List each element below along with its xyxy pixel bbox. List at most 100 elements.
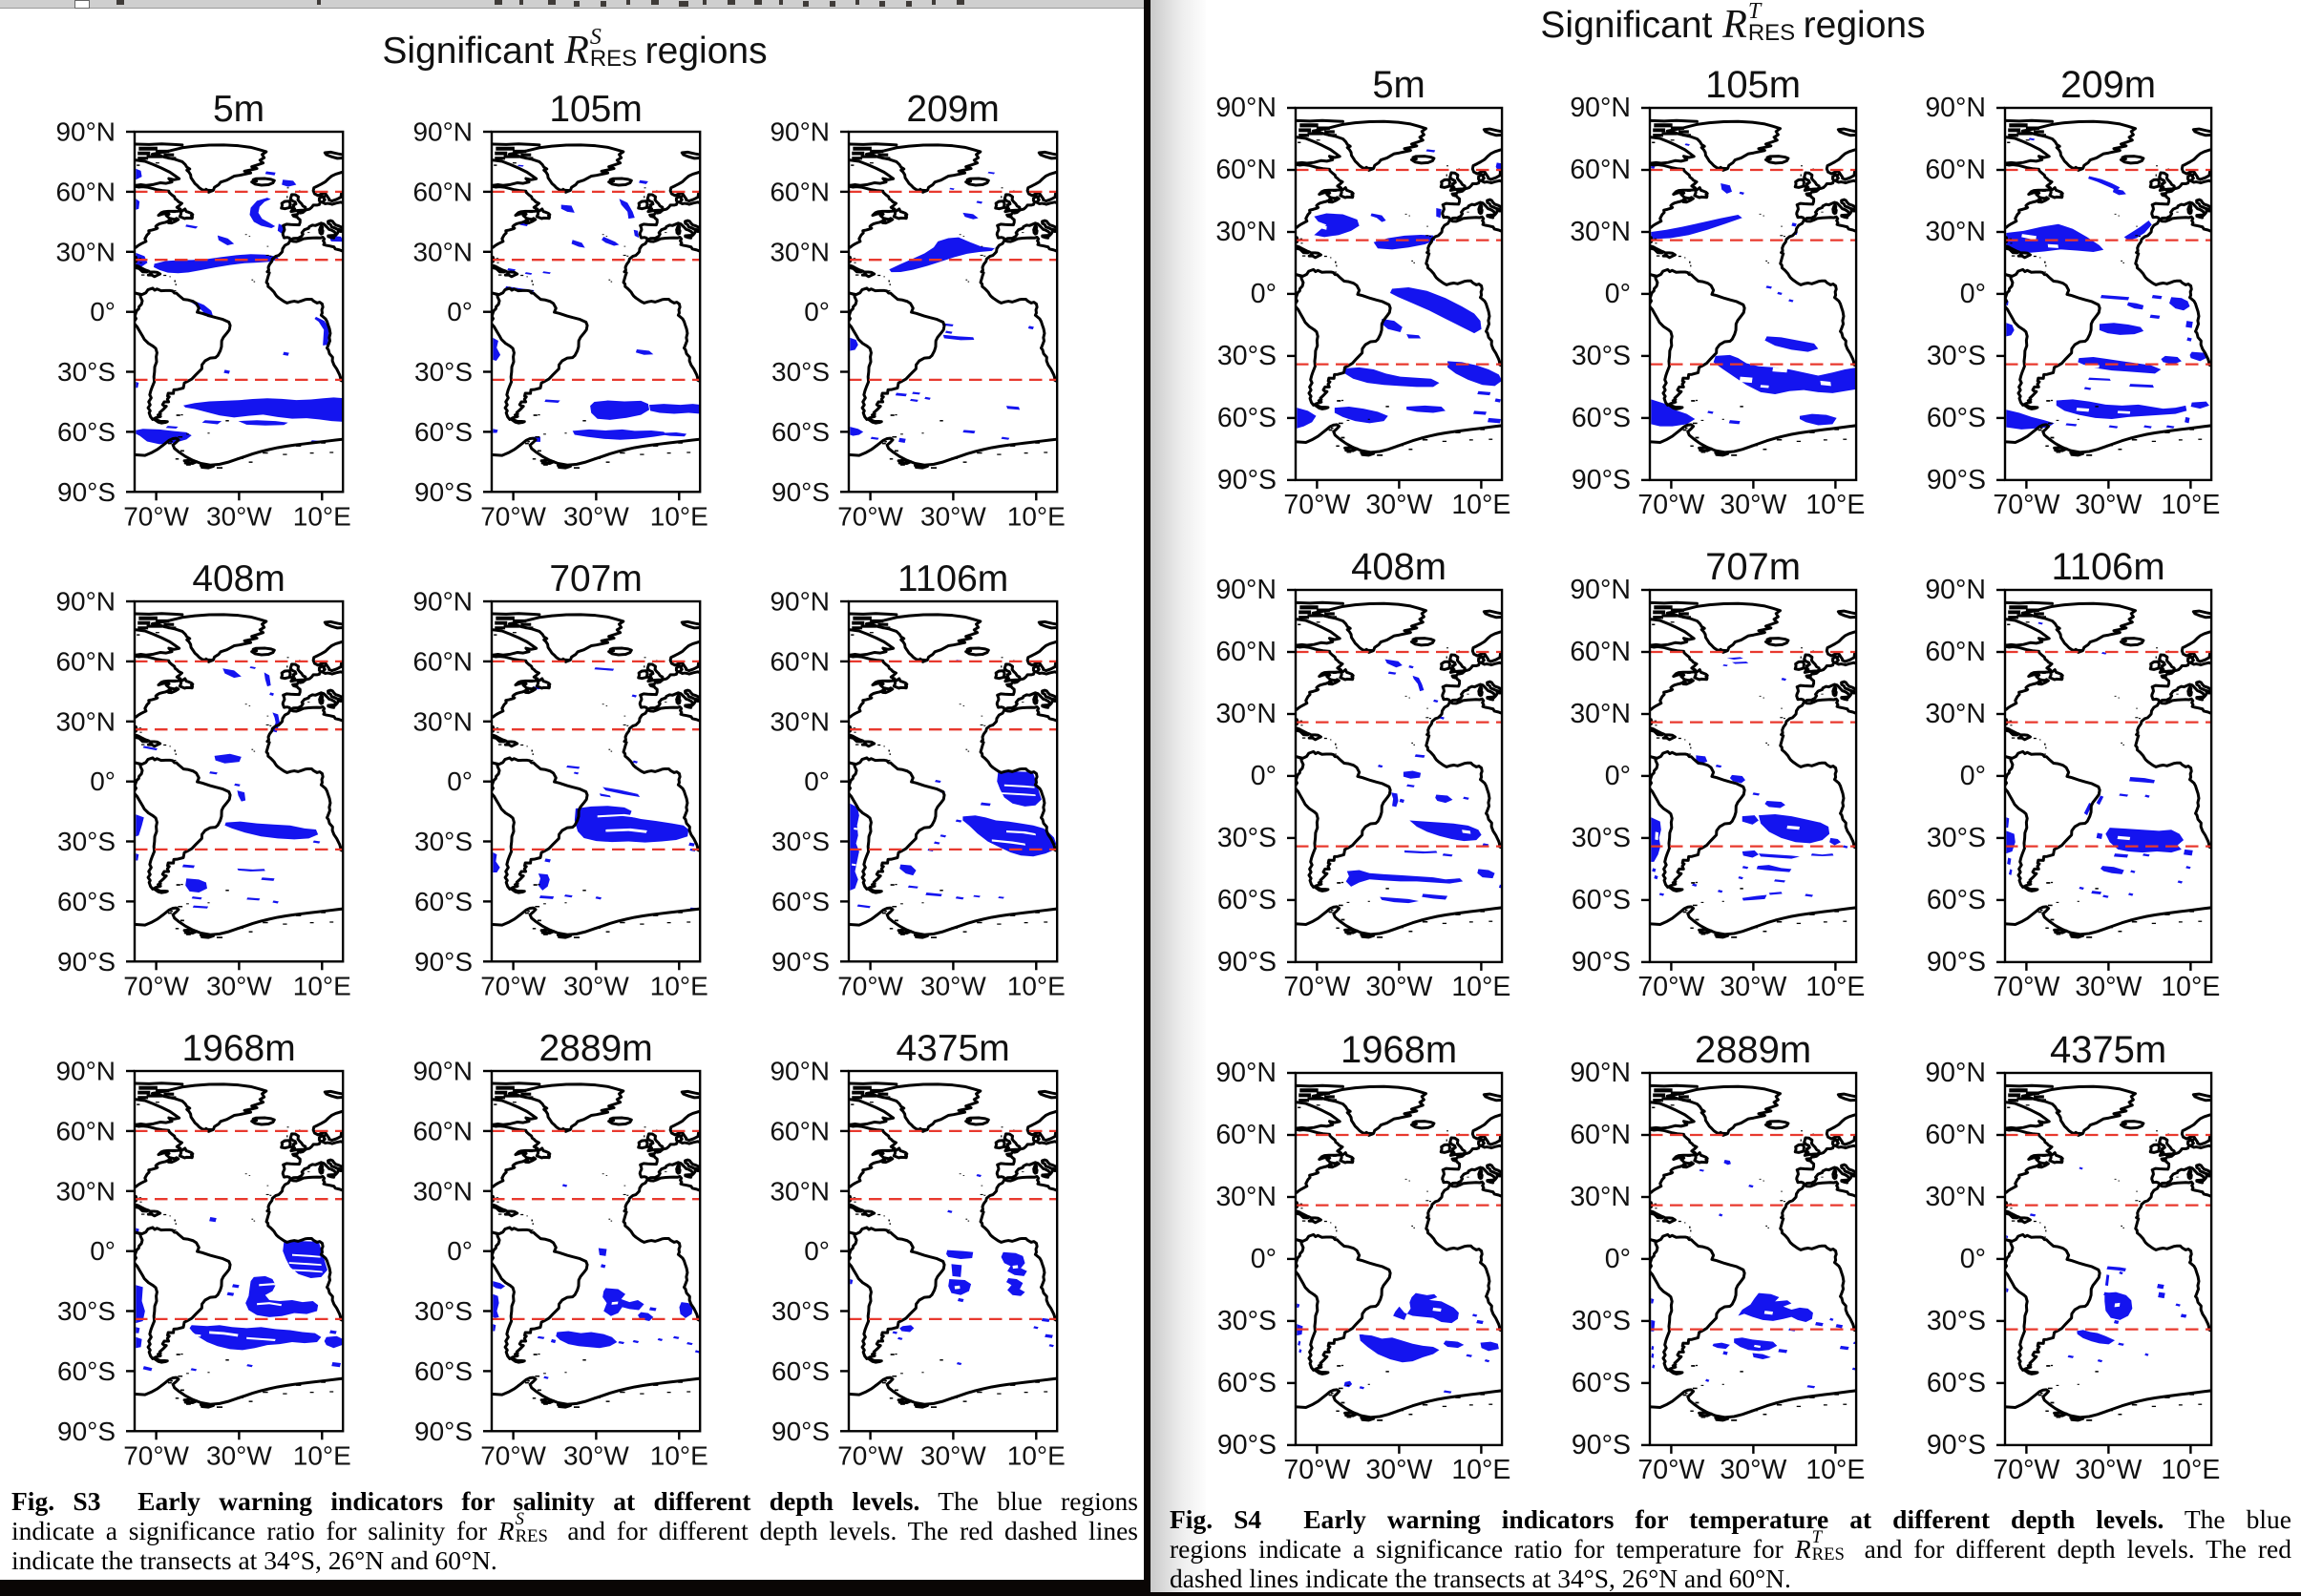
svg-text:90°N: 90°N [1215,1057,1277,1087]
svg-text:70°W: 70°W [1283,1454,1350,1484]
svg-text:60°N: 60°N [771,1116,831,1145]
svg-text:60°S: 60°S [414,1356,473,1386]
svg-text:209m: 209m [2060,64,2156,106]
svg-text:0°: 0° [1250,761,1276,791]
svg-text:30°W: 30°W [206,1440,272,1470]
svg-text:0°: 0° [1605,761,1631,791]
svg-text:1106m: 1106m [897,558,1008,599]
svg-text:30°N: 30°N [56,706,116,736]
svg-text:90°S: 90°S [57,947,116,976]
svg-text:30°S: 30°S [1572,823,1631,853]
svg-text:70°W: 70°W [1283,490,1350,520]
svg-text:30°W: 30°W [920,501,986,531]
svg-text:90°N: 90°N [1570,93,1631,123]
svg-text:10°E: 10°E [2161,972,2220,1002]
svg-text:90°N: 90°N [1925,93,1986,123]
svg-text:90°S: 90°S [1572,465,1631,495]
svg-text:30°N: 30°N [771,706,831,736]
svg-text:30°W: 30°W [2075,1454,2142,1484]
svg-text:30°S: 30°S [771,827,830,856]
svg-text:90°N: 90°N [56,586,116,616]
svg-text:90°N: 90°N [56,1057,116,1086]
svg-text:30°N: 30°N [413,1176,474,1206]
svg-text:30°N: 30°N [1215,699,1277,729]
svg-text:90°N: 90°N [771,116,831,146]
svg-text:30°S: 30°S [414,827,473,856]
svg-text:30°W: 30°W [920,1440,986,1470]
svg-text:1106m: 1106m [2051,546,2164,588]
svg-text:10°E: 10°E [1007,501,1066,531]
svg-text:0°: 0° [447,297,473,326]
svg-text:90°S: 90°S [771,476,830,506]
svg-text:10°E: 10°E [1451,972,1510,1002]
svg-text:60°S: 60°S [771,417,830,447]
svg-text:90°N: 90°N [1570,1057,1631,1087]
svg-text:70°W: 70°W [1993,1454,2059,1484]
svg-text:90°S: 90°S [1216,1429,1276,1460]
svg-text:90°S: 90°S [1926,465,1985,495]
svg-text:10°E: 10°E [1451,1454,1510,1484]
svg-text:90°S: 90°S [57,476,116,506]
svg-text:30°S: 30°S [57,1296,116,1326]
svg-text:60°N: 60°N [771,646,831,676]
svg-text:70°W: 70°W [1637,1454,1704,1484]
svg-text:90°N: 90°N [1570,575,1631,605]
svg-text:30°N: 30°N [1215,217,1277,247]
svg-text:30°W: 30°W [1720,490,1786,520]
svg-text:30°N: 30°N [771,237,831,266]
svg-text:70°W: 70°W [480,501,546,531]
svg-text:30°W: 30°W [1365,972,1432,1002]
svg-text:60°S: 60°S [1216,1367,1276,1397]
svg-text:70°W: 70°W [124,1440,190,1470]
svg-text:30°W: 30°W [206,501,272,531]
svg-text:4375m: 4375m [897,1028,1010,1069]
svg-text:60°S: 60°S [771,887,830,916]
svg-text:30°W: 30°W [920,971,986,1000]
svg-text:30°W: 30°W [206,971,272,1000]
svg-text:30°S: 30°S [414,1296,473,1326]
svg-text:30°S: 30°S [1216,823,1276,853]
svg-text:90°S: 90°S [771,1417,830,1446]
svg-text:60°S: 60°S [1572,1367,1631,1397]
svg-text:30°S: 30°S [771,357,830,387]
svg-text:2889m: 2889m [539,1028,653,1069]
svg-text:60°N: 60°N [1925,637,1986,667]
svg-text:70°W: 70°W [480,971,546,1000]
svg-text:408m: 408m [193,558,286,599]
svg-text:10°E: 10°E [650,971,708,1000]
svg-text:70°W: 70°W [124,501,190,531]
svg-text:30°N: 30°N [56,237,116,266]
svg-text:60°S: 60°S [1216,885,1276,915]
svg-text:30°W: 30°W [1720,1454,1786,1484]
svg-text:30°W: 30°W [2075,972,2142,1002]
svg-text:1968m: 1968m [1340,1029,1456,1071]
svg-text:70°W: 70°W [837,971,903,1000]
svg-text:408m: 408m [1351,546,1446,588]
svg-text:30°N: 30°N [1925,1181,1986,1211]
svg-text:70°W: 70°W [1637,972,1704,1002]
svg-text:70°W: 70°W [1637,490,1704,520]
svg-text:0°: 0° [1605,1243,1631,1273]
svg-text:10°E: 10°E [1007,971,1066,1000]
svg-text:10°E: 10°E [1451,490,1510,520]
svg-text:90°N: 90°N [1925,1057,1986,1087]
svg-text:90°S: 90°S [771,947,830,976]
svg-text:30°N: 30°N [56,1176,116,1206]
svg-text:0°: 0° [1959,761,1985,791]
svg-text:60°S: 60°S [771,1356,830,1386]
svg-text:10°E: 10°E [293,1440,351,1470]
svg-text:60°S: 60°S [1216,403,1276,433]
svg-text:30°S: 30°S [57,357,116,387]
svg-text:30°S: 30°S [771,1296,830,1326]
svg-text:30°N: 30°N [771,1176,831,1206]
svg-text:60°N: 60°N [1215,1119,1277,1149]
svg-text:60°N: 60°N [413,177,474,206]
svg-text:0°: 0° [804,1236,830,1266]
svg-text:90°S: 90°S [1572,947,1631,977]
svg-text:105m: 105m [550,89,644,130]
svg-text:30°N: 30°N [413,237,474,266]
svg-text:90°N: 90°N [413,1057,474,1086]
svg-text:105m: 105m [1705,64,1801,106]
svg-text:60°N: 60°N [1215,155,1277,185]
svg-text:60°N: 60°N [1925,155,1986,185]
